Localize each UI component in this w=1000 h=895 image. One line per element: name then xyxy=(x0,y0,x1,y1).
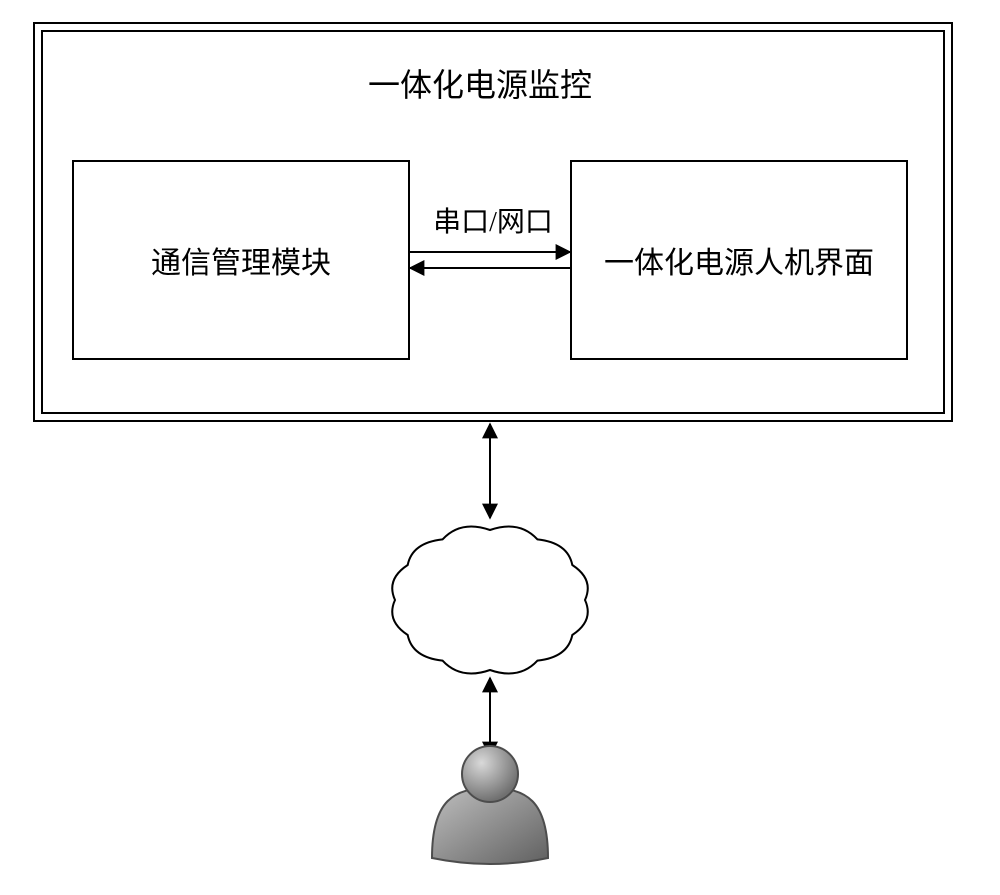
diagram-canvas: 一体化电源监控 通信管理模块 一体化电源人机界面 串口/网口 云计算 xyxy=(0,0,1000,895)
connection-label: 串口/网口 xyxy=(418,200,568,240)
node-cloud-label: 云计算 xyxy=(410,582,570,626)
node-hmi-label: 一体化电源人机界面 xyxy=(604,238,874,282)
node-comm-module-label: 通信管理模块 xyxy=(151,238,331,282)
node-comm-module: 通信管理模块 xyxy=(72,160,410,360)
node-hmi: 一体化电源人机界面 xyxy=(570,160,908,360)
user-icon xyxy=(432,746,548,864)
diagram-title: 一体化电源监控 xyxy=(320,60,640,106)
